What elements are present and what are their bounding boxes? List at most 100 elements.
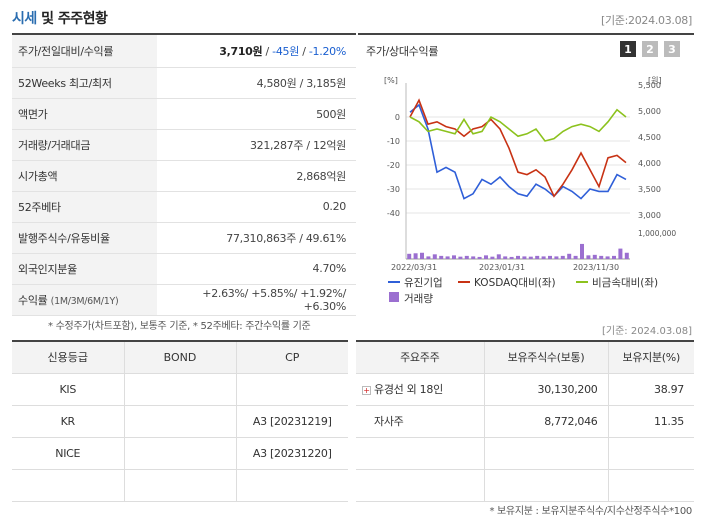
- table-row: NICE A3 [20231220]: [12, 437, 348, 470]
- cell: [12, 469, 125, 502]
- cell: NICE: [12, 437, 125, 470]
- volume-bar: [522, 256, 527, 259]
- volume-tick-label: 1,000,000: [638, 229, 676, 238]
- cell: 8,772,046: [484, 405, 609, 438]
- volume-bar: [624, 252, 629, 259]
- row-label: 52주베타: [12, 191, 157, 223]
- chart-tab-3[interactable]: 3: [664, 41, 680, 57]
- cell: KR: [12, 405, 125, 438]
- volume-bar: [496, 254, 501, 259]
- table-row: 52Weeks 최고/최저 4,580원 / 3,185원: [12, 67, 356, 99]
- row-value: 77,310,863주 / 49.61%: [157, 222, 356, 254]
- cell: 30,130,200: [484, 373, 609, 406]
- volume-bar: [516, 255, 520, 259]
- y-left-tick-label: 0: [395, 113, 400, 122]
- volume-bars: [407, 243, 629, 259]
- volume-bar: [490, 256, 495, 259]
- row-value: 500원: [157, 98, 356, 130]
- col-header: 주요주주: [356, 341, 485, 374]
- y-right-tick-label: 3,000: [638, 211, 661, 220]
- table-row: 주가/전일대비/수익률 3,710원 / -45원 / -1.20%: [12, 34, 356, 68]
- cell: [236, 373, 348, 406]
- cell: [124, 437, 237, 470]
- volume-bar: [599, 255, 604, 259]
- volume-bar: [445, 256, 450, 259]
- title-rest: 및 주주현황: [36, 11, 108, 27]
- x-tick-label: 2023/11/30: [573, 263, 619, 272]
- volume-bar: [477, 256, 482, 259]
- row-value: 321,287주 / 12억원: [157, 129, 356, 161]
- cell: [356, 469, 485, 502]
- page-title: 시세 및 주주현황: [12, 8, 108, 28]
- holder-name-cell[interactable]: + 유경선 외 18인: [356, 373, 485, 406]
- footnote-holders: * 보유지분 : 보유지분주식수/지수산정주식수*100: [489, 506, 692, 517]
- sep: /: [299, 44, 309, 58]
- volume-bar: [612, 255, 616, 259]
- volume-bar: [618, 248, 623, 259]
- row-value: 4,580원 / 3,185원: [157, 67, 356, 99]
- table-row: 외국인지분율 4.70%: [12, 253, 356, 285]
- price-value: 3,710원: [219, 44, 263, 58]
- legend-label: 거래량: [404, 293, 433, 305]
- change-rate-value: -1.20%: [308, 44, 346, 58]
- cell: [356, 437, 485, 470]
- y-right-tick-label: 4,000: [638, 159, 661, 168]
- volume-bar: [567, 253, 572, 259]
- chart-legend: 유진기업 KOSDAQ대비(좌) 비금속대비(좌) 거래량: [388, 276, 658, 305]
- volume-bar: [432, 254, 437, 259]
- volume-bar: [420, 252, 424, 259]
- volume-bar: [426, 256, 431, 259]
- table-row: KIS: [12, 373, 348, 406]
- col-header: 신용등급: [12, 341, 125, 374]
- volume-bar: [586, 255, 591, 259]
- title-main: 시세: [12, 11, 37, 27]
- cell: [236, 469, 348, 502]
- volume-bar: [439, 255, 444, 259]
- table-header-row: 신용등급 BOND CP: [12, 341, 348, 374]
- legend-label: 유진기업: [404, 276, 443, 289]
- volume-bar: [509, 256, 514, 259]
- chart-panel: 주가/상대수익률 1 2 3 [%] [원] 0 -10 -20 -30 -40 5,50…: [358, 33, 694, 309]
- table-row: + 유경선 외 18인 30,130,200 38.97: [356, 373, 694, 406]
- volume-bar: [580, 243, 584, 259]
- row-value: 4.70%: [157, 253, 356, 285]
- row-label: 시가총액: [12, 160, 157, 192]
- cell: [124, 405, 237, 438]
- legend-label: KOSDAQ대비(좌): [474, 277, 556, 289]
- col-header: CP: [236, 341, 348, 374]
- y-right-tick-label: 3,500: [638, 185, 661, 194]
- table-row: 발행주식수/유동비율 77,310,863주 / 49.61%: [12, 222, 356, 254]
- legend-swatch: [389, 292, 399, 302]
- holder-name: 유경선 외 18인: [374, 383, 443, 396]
- table-row: KR A3 [20231219]: [12, 405, 348, 438]
- cell: [124, 373, 237, 406]
- expand-plus-icon[interactable]: +: [362, 385, 371, 395]
- cell: [608, 469, 694, 502]
- series-line: [409, 98, 627, 198]
- chart-tab-2[interactable]: 2: [642, 41, 658, 57]
- table-row: [12, 469, 348, 502]
- cell: [484, 437, 609, 470]
- chart-tab-1[interactable]: 1: [620, 41, 636, 57]
- stock-summary-table: 주가/전일대비/수익률 3,710원 / -45원 / -1.20% 52Wee…: [12, 33, 356, 316]
- y-right-tick-label: 5,500: [638, 81, 661, 90]
- cell: [484, 469, 609, 502]
- row-label: 액면가: [12, 98, 157, 130]
- cell: A3 [20231220]: [236, 437, 348, 470]
- volume-bar: [573, 255, 578, 259]
- col-header: 보유주식수(보통): [484, 341, 609, 374]
- base-date: [기준:2024.03.08]: [600, 14, 692, 27]
- row-value: 2,868억원: [157, 160, 356, 192]
- series-line: [409, 103, 627, 200]
- volume-bar: [528, 256, 533, 259]
- row-label: 수익률 (1M/3M/6M/1Y): [12, 284, 157, 316]
- series-line: [409, 108, 627, 142]
- sep: /: [262, 44, 273, 58]
- price-cell: 3,710원 / -45원 / -1.20%: [157, 34, 356, 68]
- chart-tab-buttons: 1 2 3: [620, 41, 680, 57]
- volume-bar: [464, 255, 469, 259]
- volume-bar: [535, 255, 540, 259]
- volume-bar: [554, 256, 559, 259]
- table-header-row: 주요주주 보유주식수(보통) 보유지분(%): [356, 341, 694, 374]
- y-left-tick-label: -10: [387, 137, 400, 146]
